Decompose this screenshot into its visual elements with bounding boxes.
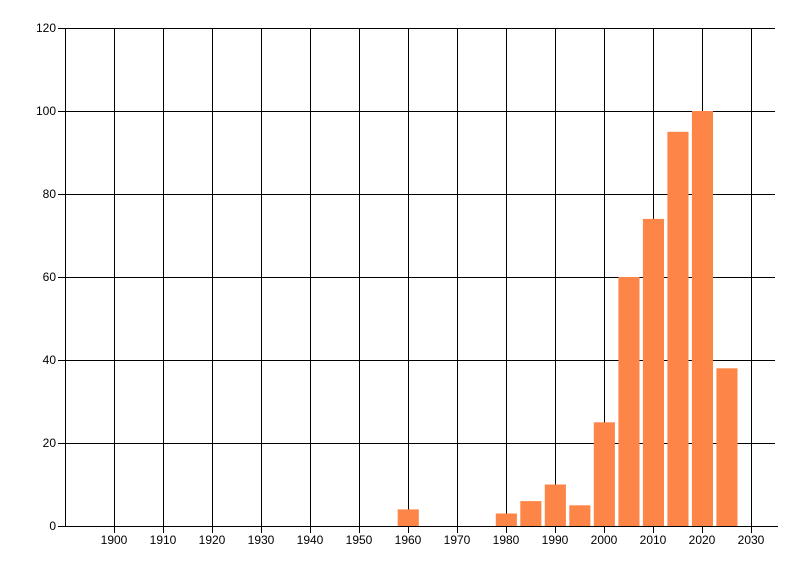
bar — [667, 131, 689, 527]
y-tick-label: 60 — [43, 270, 57, 284]
y-tick-label: 20 — [43, 436, 57, 450]
x-tick-label: 1940 — [297, 533, 324, 547]
y-tick-label: 0 — [49, 519, 56, 533]
bar — [544, 484, 566, 526]
bar — [520, 501, 542, 526]
x-tick-label: 1930 — [248, 533, 275, 547]
bar — [642, 218, 664, 526]
y-tick-label: 80 — [43, 187, 57, 201]
x-tick-label: 2010 — [640, 533, 667, 547]
y-tick-label: 100 — [36, 104, 56, 118]
x-tick-label: 1910 — [150, 533, 177, 547]
x-tick-label: 1960 — [395, 533, 422, 547]
bar — [618, 277, 640, 526]
x-tick-label: 1950 — [346, 533, 373, 547]
x-tick-label: 1900 — [101, 533, 128, 547]
bar — [691, 111, 713, 526]
y-tick-label: 120 — [36, 21, 56, 35]
x-tick-label: 1990 — [542, 533, 569, 547]
x-tick-label: 2020 — [689, 533, 716, 547]
bar — [397, 509, 419, 526]
x-tick-label: 2000 — [591, 533, 618, 547]
y-tick-label: 40 — [43, 353, 57, 367]
bar — [495, 513, 517, 526]
x-tick-label: 1980 — [493, 533, 520, 547]
x-tick-label: 2030 — [738, 533, 765, 547]
x-tick-label: 1920 — [199, 533, 226, 547]
bar — [569, 505, 591, 527]
x-tick-label: 1970 — [444, 533, 471, 547]
bar — [716, 368, 738, 526]
bar — [593, 422, 615, 527]
